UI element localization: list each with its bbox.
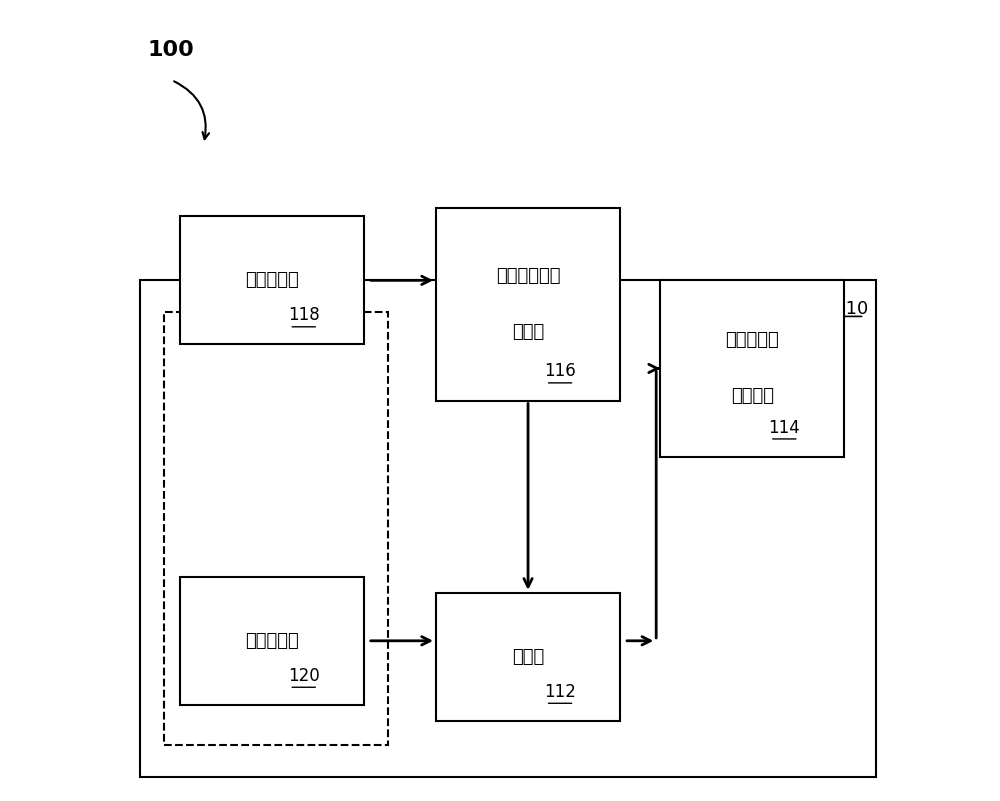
FancyArrowPatch shape bbox=[174, 81, 209, 139]
FancyBboxPatch shape bbox=[436, 593, 620, 721]
FancyBboxPatch shape bbox=[436, 208, 620, 400]
FancyBboxPatch shape bbox=[180, 216, 364, 344]
Text: 112: 112 bbox=[544, 683, 576, 701]
Text: 100: 100 bbox=[148, 40, 194, 60]
Text: 召回控制器: 召回控制器 bbox=[245, 632, 299, 650]
FancyBboxPatch shape bbox=[140, 280, 876, 777]
Text: 第二非易失性: 第二非易失性 bbox=[496, 268, 560, 285]
Text: 118: 118 bbox=[288, 307, 320, 324]
Text: 写入控制器: 写入控制器 bbox=[245, 272, 299, 289]
Text: 性存储器: 性存储器 bbox=[731, 388, 774, 405]
Text: 114: 114 bbox=[768, 419, 800, 437]
FancyBboxPatch shape bbox=[660, 280, 844, 457]
Text: 计算系统   110: 计算系统 110 bbox=[774, 300, 868, 318]
Text: 存储器: 存储器 bbox=[512, 324, 544, 341]
Text: 第一非易失: 第一非易失 bbox=[725, 332, 779, 349]
Text: 120: 120 bbox=[288, 667, 320, 685]
FancyBboxPatch shape bbox=[164, 312, 388, 745]
Text: 寄存器: 寄存器 bbox=[512, 648, 544, 666]
Text: 116: 116 bbox=[544, 363, 576, 380]
FancyBboxPatch shape bbox=[180, 577, 364, 705]
